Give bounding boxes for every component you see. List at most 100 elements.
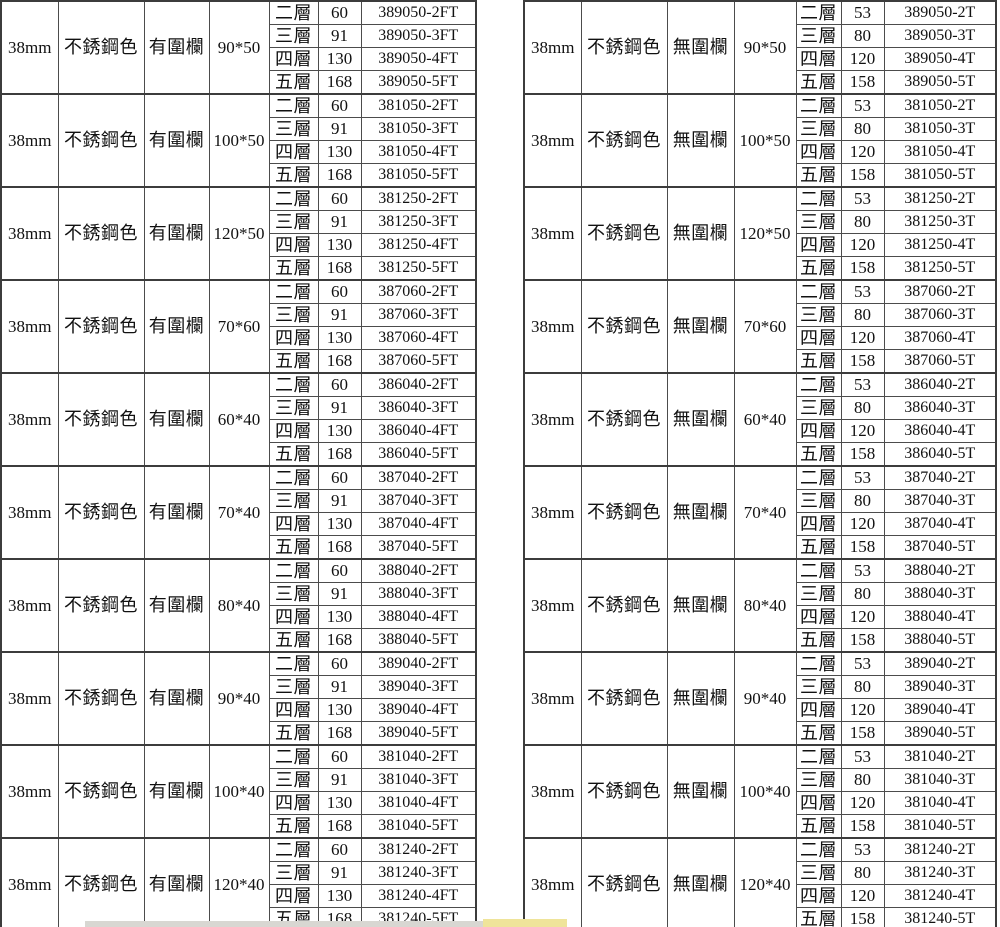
cell-code: 386040-5FT bbox=[360, 442, 477, 467]
cell-qty: 60 bbox=[317, 0, 362, 25]
cell-qty: 158 bbox=[840, 535, 885, 560]
table-row: 38mm 不銹鋼色 有圍欄 70*40 二層 60 387040-2FT bbox=[0, 465, 477, 560]
cell-qty: 130 bbox=[317, 698, 362, 722]
cell-code: 389040-2T bbox=[883, 651, 997, 676]
cell-diameter: 38mm bbox=[0, 837, 59, 927]
cell-qty: 91 bbox=[317, 582, 362, 606]
cell-fence: 無圍欄 bbox=[666, 279, 735, 374]
table-row: 38mm 不銹鋼色 有圍欄 100*40 二層 60 381040-2FT bbox=[0, 744, 477, 839]
cell-diameter: 38mm bbox=[0, 465, 59, 560]
cell-code: 381240-4T bbox=[883, 884, 997, 908]
table-row: 四層 120 381050-4T bbox=[524, 140, 997, 164]
cell-fence: 有圍欄 bbox=[143, 0, 210, 95]
cell-qty: 60 bbox=[317, 837, 362, 862]
table-row: 五層 158 381240-5T bbox=[524, 907, 997, 927]
cell-layer: 三層 bbox=[795, 303, 842, 327]
cell-qty: 168 bbox=[317, 814, 362, 839]
cell-code: 386040-2FT bbox=[360, 372, 477, 397]
cell-diameter: 38mm bbox=[0, 0, 59, 95]
cell-qty: 120 bbox=[840, 605, 885, 629]
table-row: 38mm 不銹鋼色 無圍欄 120*50 二層 53 381250-2T bbox=[523, 186, 997, 281]
table-row: 四層 120 381240-4T bbox=[524, 884, 997, 908]
cell-layer: 三層 bbox=[795, 210, 842, 234]
cell-code: 389050-2T bbox=[883, 0, 997, 25]
cell-color: 不銹鋼色 bbox=[580, 744, 668, 839]
cell-code: 386040-3FT bbox=[360, 396, 477, 420]
cell-qty: 91 bbox=[317, 489, 362, 513]
table-row: 五層 168 388040-5FT bbox=[1, 628, 477, 653]
cell-code: 381040-2FT bbox=[360, 744, 477, 769]
cell-qty: 168 bbox=[317, 70, 362, 95]
cell-qty: 53 bbox=[840, 465, 885, 490]
cell-size: 90*50 bbox=[208, 0, 270, 95]
cell-code: 389050-3FT bbox=[360, 24, 477, 48]
cell-layer: 三層 bbox=[795, 396, 842, 420]
cell-qty: 80 bbox=[840, 582, 885, 606]
cell-layer: 二層 bbox=[268, 0, 319, 25]
cell-qty: 60 bbox=[317, 93, 362, 118]
cell-size: 100*50 bbox=[733, 93, 797, 188]
cell-qty: 158 bbox=[840, 442, 885, 467]
table-row: 38mm 不銹鋼色 無圍欄 100*50 二層 53 381050-2T bbox=[523, 93, 997, 188]
cell-code: 381040-3FT bbox=[360, 768, 477, 792]
table-row: 38mm 不銹鋼色 有圍欄 70*60 二層 60 387060-2FT bbox=[0, 279, 477, 374]
cell-qty: 168 bbox=[317, 535, 362, 560]
cell-qty: 80 bbox=[840, 210, 885, 234]
table-row: 五層 168 381040-5FT bbox=[1, 814, 477, 839]
cell-code: 381050-5FT bbox=[360, 163, 477, 188]
cell-qty: 60 bbox=[317, 558, 362, 583]
cell-qty: 120 bbox=[840, 47, 885, 71]
cell-layer: 四層 bbox=[795, 140, 842, 164]
cell-code: 381250-3FT bbox=[360, 210, 477, 234]
cell-code: 388040-3FT bbox=[360, 582, 477, 606]
cell-layer: 五層 bbox=[268, 349, 319, 374]
table-row: 三層 91 387040-3FT bbox=[1, 489, 477, 513]
table-row: 38mm 不銹鋼色 有圍欄 120*40 二層 60 381240-2FT bbox=[0, 837, 477, 927]
cell-color: 不銹鋼色 bbox=[580, 837, 668, 927]
cell-qty: 120 bbox=[840, 326, 885, 350]
cell-layer: 二層 bbox=[268, 186, 319, 211]
cell-diameter: 38mm bbox=[523, 837, 582, 927]
cell-qty: 158 bbox=[840, 349, 885, 374]
table-row: 38mm 不銹鋼色 無圍欄 80*40 二層 53 388040-2T bbox=[523, 558, 997, 653]
table-row: 四層 130 381040-4FT bbox=[1, 791, 477, 815]
table-row: 五層 158 388040-5T bbox=[524, 628, 997, 653]
cell-layer: 二層 bbox=[268, 558, 319, 583]
cell-code: 381250-5T bbox=[883, 256, 997, 281]
cell-qty: 80 bbox=[840, 489, 885, 513]
cell-layer: 五層 bbox=[795, 163, 842, 188]
cell-layer: 三層 bbox=[795, 582, 842, 606]
cell-code: 387040-4T bbox=[883, 512, 997, 536]
table-row: 五層 168 381050-5FT bbox=[1, 163, 477, 188]
cell-code: 389040-5T bbox=[883, 721, 997, 746]
cell-layer: 四層 bbox=[795, 884, 842, 908]
cell-color: 不銹鋼色 bbox=[57, 0, 145, 95]
cell-code: 386040-4T bbox=[883, 419, 997, 443]
cell-qty: 80 bbox=[840, 768, 885, 792]
cell-color: 不銹鋼色 bbox=[57, 744, 145, 839]
cell-layer: 二層 bbox=[795, 651, 842, 676]
cell-code: 381240-4FT bbox=[360, 884, 477, 908]
cell-layer: 四層 bbox=[268, 605, 319, 629]
table-row: 四層 120 381250-4T bbox=[524, 233, 997, 257]
cell-qty: 91 bbox=[317, 861, 362, 885]
table-row: 四層 120 389040-4T bbox=[524, 698, 997, 722]
cell-diameter: 38mm bbox=[0, 651, 59, 746]
cell-diameter: 38mm bbox=[523, 558, 582, 653]
cell-qty: 80 bbox=[840, 396, 885, 420]
cell-size: 60*40 bbox=[208, 372, 270, 467]
table-row: 五層 158 387060-5T bbox=[524, 349, 997, 374]
cell-fence: 有圍欄 bbox=[143, 837, 210, 927]
cell-layer: 二層 bbox=[268, 837, 319, 862]
table-row: 四層 130 388040-4FT bbox=[1, 605, 477, 629]
cell-code: 389040-4T bbox=[883, 698, 997, 722]
cell-qty: 53 bbox=[840, 744, 885, 769]
cell-code: 389050-3T bbox=[883, 24, 997, 48]
cell-layer: 四層 bbox=[795, 47, 842, 71]
cell-code: 381240-2T bbox=[883, 837, 997, 862]
cell-layer: 四層 bbox=[268, 419, 319, 443]
cell-code: 388040-4FT bbox=[360, 605, 477, 629]
cell-layer: 四層 bbox=[268, 140, 319, 164]
cell-code: 386040-2T bbox=[883, 372, 997, 397]
cell-qty: 60 bbox=[317, 651, 362, 676]
